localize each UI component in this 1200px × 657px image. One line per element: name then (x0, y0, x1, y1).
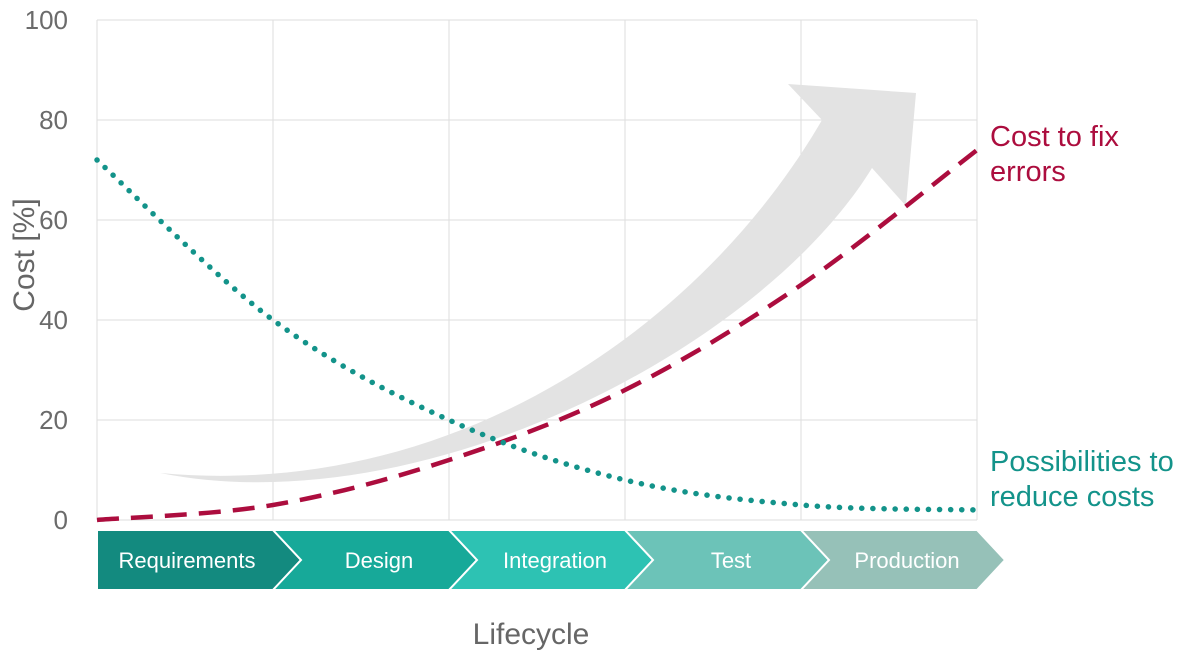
stage-chevron (798, 529, 1007, 591)
stage-label: Requirements (119, 548, 256, 573)
series-labels: Cost to fix errors Possibilities to reduce … (990, 121, 1174, 513)
y-tick-label: 40 (39, 305, 68, 335)
y-tick-label: 20 (39, 405, 68, 435)
y-tick-label: 80 (39, 105, 68, 135)
series-label-0: Cost to fix errors (990, 121, 1119, 188)
series-line-1 (94, 157, 980, 513)
y-axis-ticks: 0 20 40 60 80 100 (25, 5, 68, 535)
lifecycle-stages: Requirements Design Integration Test Product… (96, 529, 1007, 591)
gridlines (96, 19, 978, 521)
trend-arrow-icon (160, 84, 916, 483)
stage-label: Production (854, 548, 959, 573)
series-label-1: Possibilities to reduce costs (990, 446, 1174, 513)
trend-arrow-annotation (160, 84, 916, 483)
y-axis-title: Cost [%] (8, 198, 41, 311)
y-tick-label: 0 (54, 505, 68, 535)
stage-label: Test (711, 548, 751, 573)
stage-label: Design (345, 548, 413, 573)
stage-label: Integration (503, 548, 607, 573)
series-line-0 (96, 148, 979, 523)
series-lines (94, 148, 980, 523)
x-axis-title: Lifecycle (473, 618, 590, 651)
y-tick-label: 60 (39, 205, 68, 235)
y-tick-label: 100 (25, 5, 68, 35)
